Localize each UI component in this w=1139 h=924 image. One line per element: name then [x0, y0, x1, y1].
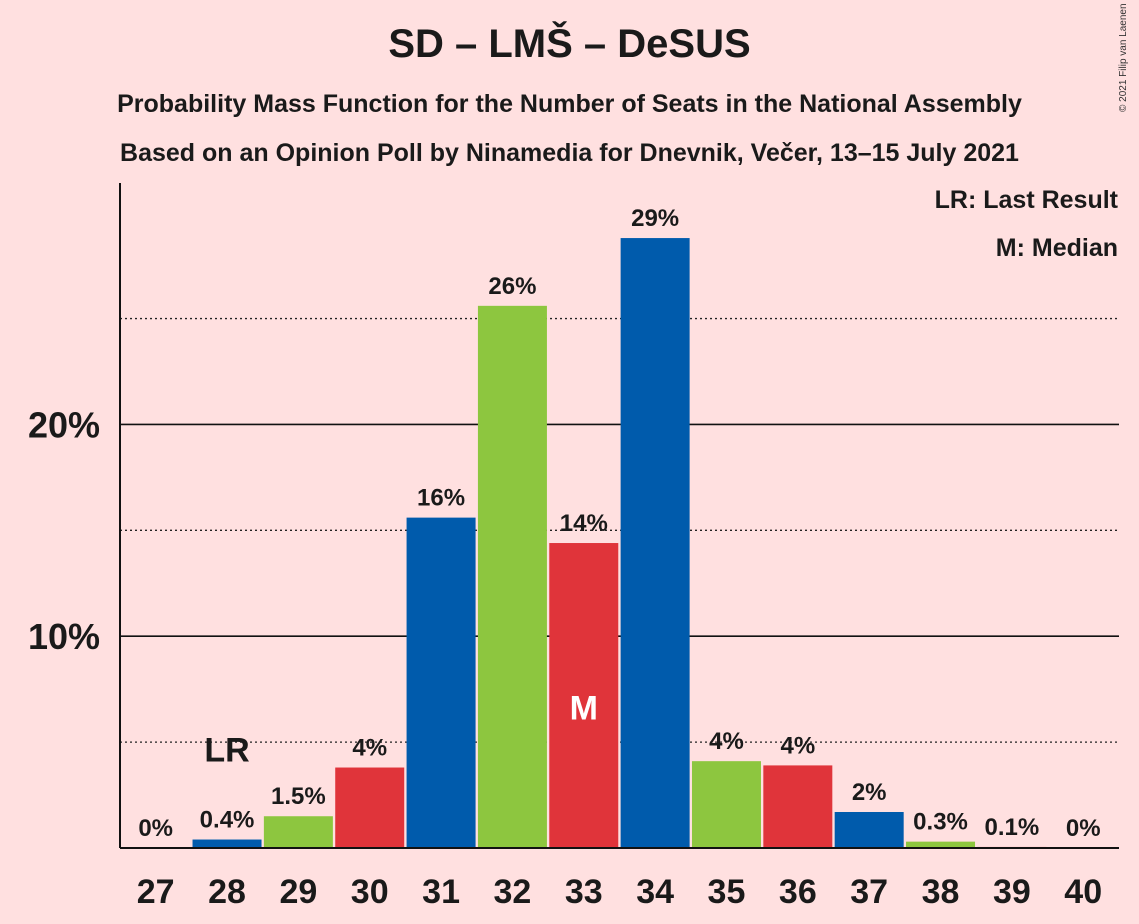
- bar-28: [192, 839, 262, 848]
- x-tick-label: 30: [351, 873, 389, 911]
- median-marker: M: [570, 690, 598, 728]
- x-tick-label: 29: [279, 873, 317, 911]
- x-tick-label: 36: [779, 873, 817, 911]
- y-tick-label: 20%: [28, 404, 100, 445]
- axes: 10% 20% 27 28 29 30 31 32 33 34 35 36 37 38 39 40: [28, 183, 1119, 911]
- x-tick-label: 37: [850, 873, 888, 911]
- bar-value-label: 0.3%: [913, 809, 968, 836]
- x-tick-label: 35: [708, 873, 746, 911]
- x-tick-label: 28: [208, 873, 246, 911]
- bar-37: [834, 811, 904, 848]
- chart-subtitle: Probability Mass Function for the Number…: [117, 90, 1022, 118]
- bar-36: [763, 765, 833, 848]
- bar-value-label: 4%: [352, 735, 387, 762]
- last-result-marker: LR: [204, 732, 249, 770]
- gridlines: [120, 317, 1119, 743]
- bar-value-label: 0.4%: [200, 807, 255, 834]
- bar-34: [620, 238, 690, 848]
- bar-value-label: 0%: [1066, 815, 1101, 842]
- bar-35: [691, 761, 761, 848]
- bar-29: [263, 816, 333, 848]
- x-tick-label: 38: [922, 873, 960, 911]
- bar-value-label: 26%: [488, 273, 536, 300]
- bar-value-label: 16%: [417, 485, 465, 512]
- bar-33: [549, 543, 619, 848]
- x-tick-label: 31: [422, 873, 460, 911]
- bar-labels: 0% 0.4% 1.5% 4% 16% 26% 14% 29% 4% 4% 2% 0.3% 0.1% 0%…: [138, 205, 1100, 842]
- x-tick-label: 32: [494, 873, 532, 911]
- y-tick-label: 10%: [28, 616, 100, 657]
- chart-source-subtitle: Based on an Opinion Poll by Ninamedia fo…: [120, 139, 1019, 167]
- x-tick-label: 40: [1064, 873, 1102, 911]
- bar-value-label: 4%: [780, 732, 815, 759]
- bar-value-label: 14%: [560, 510, 608, 537]
- bar-value-label: 29%: [631, 205, 679, 232]
- bars: [192, 238, 1047, 849]
- bar-30: [335, 767, 405, 848]
- x-tick-label: 33: [565, 873, 603, 911]
- x-tick-label: 39: [993, 873, 1031, 911]
- legend-median: M: Median: [995, 234, 1118, 262]
- chart-title: SD – LMŠ – DeSUS: [388, 22, 751, 66]
- bar-38: [906, 841, 976, 848]
- bar-32: [477, 305, 547, 849]
- x-tick-label: 27: [137, 873, 175, 911]
- bar-value-label: 0%: [138, 815, 173, 842]
- x-tick-label: 34: [636, 873, 674, 911]
- bar-value-label: 2%: [852, 779, 887, 806]
- bar-value-label: 4%: [709, 728, 744, 755]
- legend-last-result: LR: Last Result: [934, 186, 1118, 214]
- bar-31: [406, 517, 476, 848]
- bar-value-label: 0.1%: [985, 814, 1040, 841]
- bar-value-label: 1.5%: [271, 783, 326, 810]
